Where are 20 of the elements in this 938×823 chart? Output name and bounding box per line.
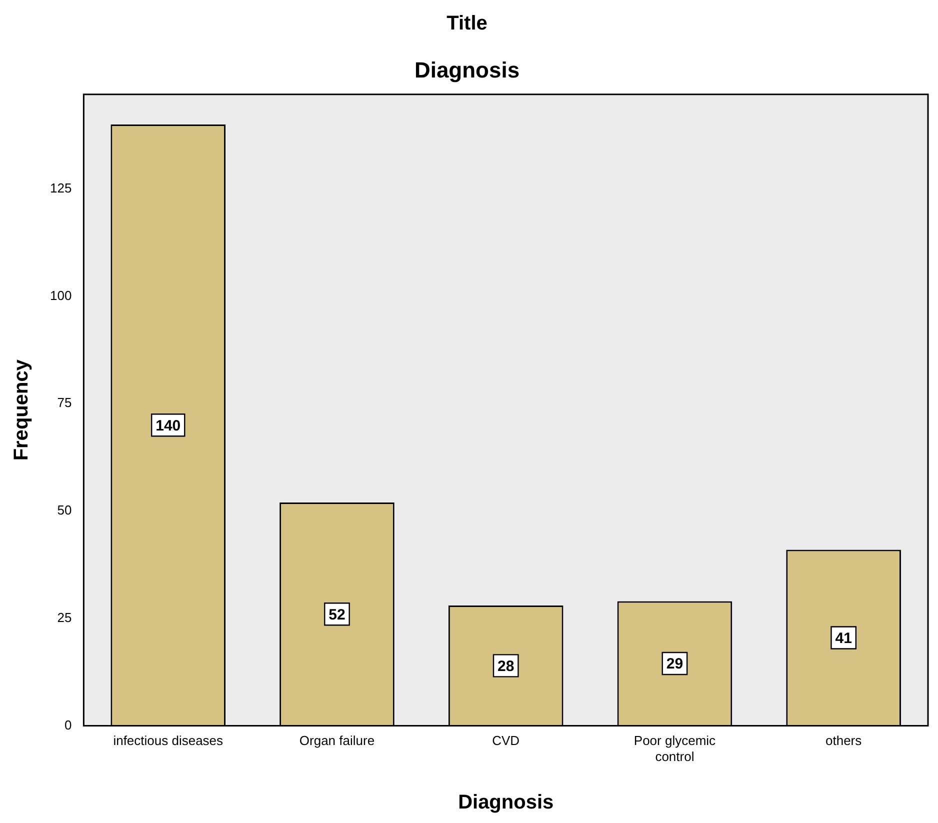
chart-title: Title xyxy=(446,12,488,35)
x-tick-label: others xyxy=(826,733,862,748)
chart-subtitle: Diagnosis xyxy=(414,57,520,82)
y-tick-label: 125 xyxy=(50,180,72,196)
data-label: 41 xyxy=(835,630,852,647)
x-tick-label: Organ failure xyxy=(299,733,375,748)
y-tick-label: 100 xyxy=(50,288,72,303)
data-label: 28 xyxy=(498,658,514,675)
x-tick-label: CVD xyxy=(492,733,520,748)
y-axis-title: Frequency xyxy=(10,358,33,461)
x-tick-label: infectious diseases xyxy=(113,733,224,748)
x-tick-label: Poor glycemic control xyxy=(634,733,716,764)
y-tick-label: 50 xyxy=(57,502,72,518)
data-label: 29 xyxy=(666,656,684,673)
data-label: 140 xyxy=(156,417,181,434)
y-tick-label: 75 xyxy=(57,395,72,410)
data-label: 52 xyxy=(328,606,346,624)
y-tick-label: 25 xyxy=(57,610,72,625)
y-tick-label: 0 xyxy=(64,717,72,732)
x-axis-title: Diagnosis xyxy=(458,792,554,814)
